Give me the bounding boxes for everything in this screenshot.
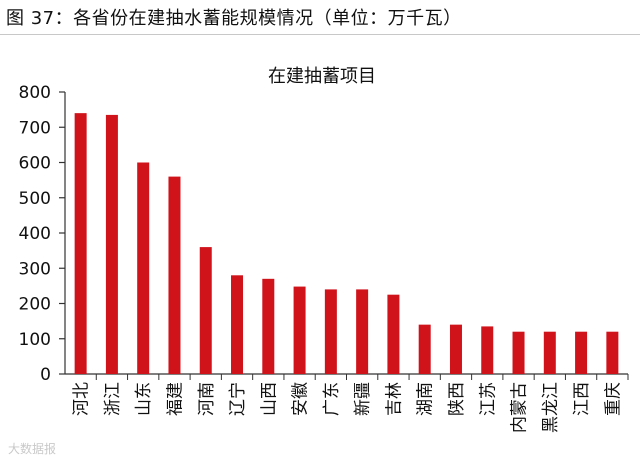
x-tick-label: 山西 bbox=[259, 382, 279, 416]
x-tick-label: 浙江 bbox=[103, 382, 123, 416]
bar-安徽 bbox=[293, 286, 306, 374]
x-tick-label: 河北 bbox=[72, 382, 92, 416]
bar-江西 bbox=[575, 331, 588, 374]
y-tick-label: 200 bbox=[19, 295, 51, 315]
figure-header: 图 37：各省份在建抽水蓄能规模情况（单位：万千瓦） bbox=[0, 0, 640, 36]
bar-江苏 bbox=[481, 326, 494, 374]
bar-重庆 bbox=[606, 331, 619, 374]
y-tick-label: 500 bbox=[19, 189, 51, 209]
bar-吉林 bbox=[387, 294, 400, 374]
bars-group bbox=[74, 113, 619, 375]
bar-福建 bbox=[168, 176, 181, 374]
x-tick-label: 内蒙古 bbox=[510, 382, 530, 433]
bar-黑龙江 bbox=[543, 331, 556, 374]
x-tick-label: 黑龙江 bbox=[541, 382, 561, 433]
y-tick-label: 100 bbox=[19, 330, 51, 350]
y-tick-label: 300 bbox=[19, 259, 51, 279]
bar-山西 bbox=[262, 278, 275, 374]
bar-河北 bbox=[74, 113, 87, 375]
bar-山东 bbox=[137, 162, 150, 374]
x-tick-label: 辽宁 bbox=[228, 382, 248, 416]
x-tick-label: 吉林 bbox=[384, 382, 404, 416]
watermark: 大数据报 bbox=[8, 442, 57, 456]
x-tick-label: 江西 bbox=[572, 382, 592, 416]
x-tick-label: 江苏 bbox=[478, 382, 498, 416]
y-tick-label: 0 bbox=[40, 365, 51, 385]
x-tick-label: 陕西 bbox=[447, 382, 467, 416]
bar-浙江 bbox=[105, 114, 118, 374]
bar-内蒙古 bbox=[512, 331, 525, 374]
y-tick-label: 400 bbox=[19, 224, 51, 244]
x-tick-label: 重庆 bbox=[603, 382, 623, 416]
bar-广东 bbox=[324, 289, 337, 374]
x-tick-label: 安徽 bbox=[291, 382, 311, 416]
x-axis: 河北 浙江 山东 福建 河南 辽宁 山西 安徽 广东 新疆 吉林 湖南 陕西 江苏 内蒙古 黑龙江 江西 重庆 bbox=[65, 373, 629, 433]
bar-新疆 bbox=[356, 289, 369, 374]
x-tick-label: 广东 bbox=[322, 382, 342, 416]
y-tick-label: 800 bbox=[19, 83, 51, 103]
bar-陕西 bbox=[449, 324, 462, 374]
bar-辽宁 bbox=[231, 275, 244, 374]
bar-湖南 bbox=[418, 324, 431, 374]
y-tick-label: 600 bbox=[19, 154, 51, 174]
bar-河南 bbox=[199, 247, 212, 374]
figure-title: 图 37：各省份在建抽水蓄能规模情况（单位：万千瓦） bbox=[6, 8, 462, 29]
x-tick-label: 河南 bbox=[197, 382, 217, 416]
header-divider bbox=[0, 34, 640, 35]
chart-title: 在建抽蓄项目 bbox=[268, 66, 376, 87]
x-tick-label: 山东 bbox=[134, 382, 154, 416]
x-tick-label: 湖南 bbox=[416, 382, 436, 416]
x-tick-label: 福建 bbox=[165, 382, 185, 416]
y-axis: 0 100 200 300 400 500 600 700 800 bbox=[19, 83, 66, 385]
y-tick-label: 700 bbox=[19, 118, 51, 138]
x-tick-label: 新疆 bbox=[353, 382, 373, 416]
